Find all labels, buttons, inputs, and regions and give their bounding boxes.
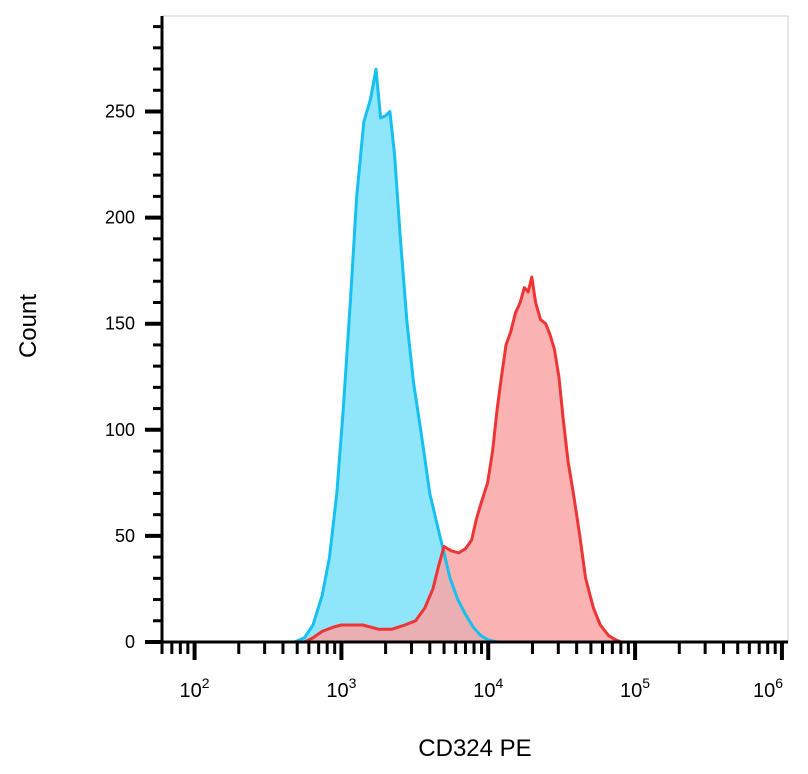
y-tick-label: 100 (105, 420, 135, 440)
x-tick-base: 10 (753, 680, 775, 702)
x-tick-base: 10 (326, 680, 348, 702)
y-tick-label: 200 (105, 208, 135, 228)
x-tick-exponent: 5 (642, 675, 650, 691)
series-layer (162, 67, 788, 644)
x-tick-exponent: 6 (775, 675, 783, 691)
y-tick-label: 0 (125, 632, 135, 652)
x-tick-base: 10 (473, 680, 495, 702)
series-1-line (162, 67, 788, 644)
y-tick-label: 250 (105, 101, 135, 121)
x-tick-label: 102 (180, 675, 210, 702)
x-axis-label: CD324 PE (418, 735, 531, 762)
x-tick-exponent: 3 (349, 675, 357, 691)
x-tick-base: 10 (620, 680, 642, 702)
series-2-line (162, 275, 788, 644)
x-tick-label: 105 (620, 675, 650, 702)
y-tick-label: 50 (115, 526, 135, 546)
x-tick-label: 106 (753, 675, 783, 702)
x-tick-label: 104 (473, 675, 503, 702)
axes-layer (145, 16, 788, 660)
x-tick-exponent: 2 (202, 675, 210, 691)
series-2-fill (162, 277, 788, 642)
y-tick-label: 150 (105, 314, 135, 334)
x-tick-exponent: 4 (495, 675, 503, 691)
y-axis-label: Count (15, 294, 42, 358)
x-tick-label: 103 (326, 675, 356, 702)
x-tick-base: 10 (180, 680, 202, 702)
